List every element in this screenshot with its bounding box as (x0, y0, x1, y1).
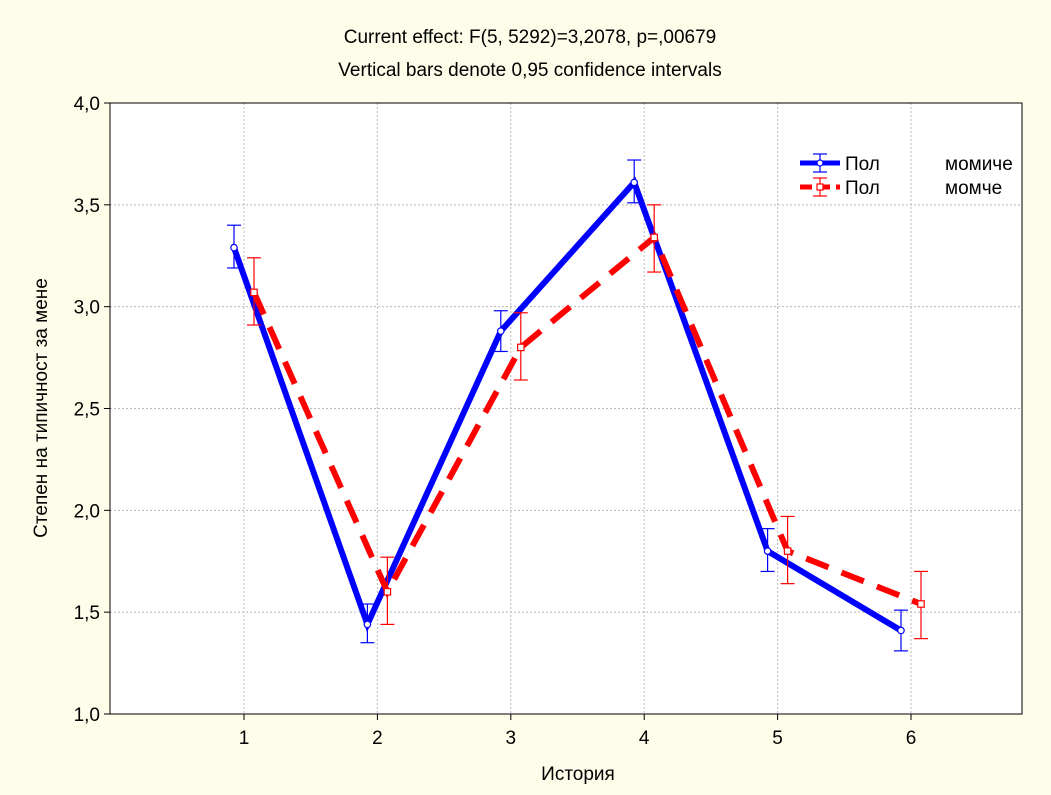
chart-subtitle: Vertical bars denote 0,95 confidence int… (338, 60, 721, 81)
legend: Пол момиче Пол момче (800, 153, 1013, 199)
data-point (250, 288, 258, 297)
data-point (630, 178, 639, 187)
y-tick-label: 2,0 (74, 501, 100, 522)
x-tick-label: 5 (772, 728, 783, 749)
legend-entry-1: Пол момиче (800, 153, 1013, 175)
data-point (763, 547, 772, 555)
series-1 (227, 159, 908, 652)
data-point (383, 587, 392, 596)
y-tick-label: 1,0 (74, 705, 100, 726)
y-axis-label: Степен на типичност за мене (31, 278, 52, 538)
data-point (516, 343, 525, 352)
x-tick-label: 6 (906, 728, 917, 749)
x-axis-label: История (541, 764, 615, 785)
x-axis-ticks: 1 2 3 4 5 6 (239, 714, 917, 749)
legend-series-name: Пол (845, 178, 880, 199)
x-tick-label: 1 (239, 728, 250, 749)
legend-series-level: момиче (945, 154, 1013, 175)
chart-title: Current effect: F(5, 5292)=3,2078, p=,00… (344, 27, 717, 48)
legend-series-name: Пол (845, 154, 880, 175)
y-axis-ticks: 1,0 1,5 2,0 2,5 3,0 3,5 4,0 (74, 94, 110, 726)
y-tick-label: 1,5 (74, 603, 100, 624)
data-point (783, 547, 792, 555)
x-tick-label: 3 (506, 728, 517, 749)
series-group (227, 159, 928, 652)
data-point (230, 243, 238, 252)
y-tick-label: 3,0 (74, 298, 100, 319)
legend-swatch-marker (816, 183, 824, 191)
series-line (251, 232, 923, 607)
y-tick-label: 4,0 (74, 94, 100, 115)
x-tick-label: 2 (372, 728, 383, 749)
series-line (231, 176, 903, 634)
series-2 (247, 204, 928, 640)
legend-swatch-marker (816, 159, 824, 167)
grid (110, 103, 1022, 714)
data-point (363, 620, 372, 629)
data-point (496, 327, 505, 335)
legend-entry-2: Пол момче (800, 177, 1002, 199)
data-point (650, 233, 659, 242)
legend-series-level: момче (945, 178, 1002, 199)
y-tick-label: 2,5 (74, 400, 100, 421)
data-point (897, 626, 905, 635)
x-tick-label: 4 (639, 728, 650, 749)
y-tick-label: 3,5 (74, 196, 100, 217)
data-point (917, 600, 925, 608)
